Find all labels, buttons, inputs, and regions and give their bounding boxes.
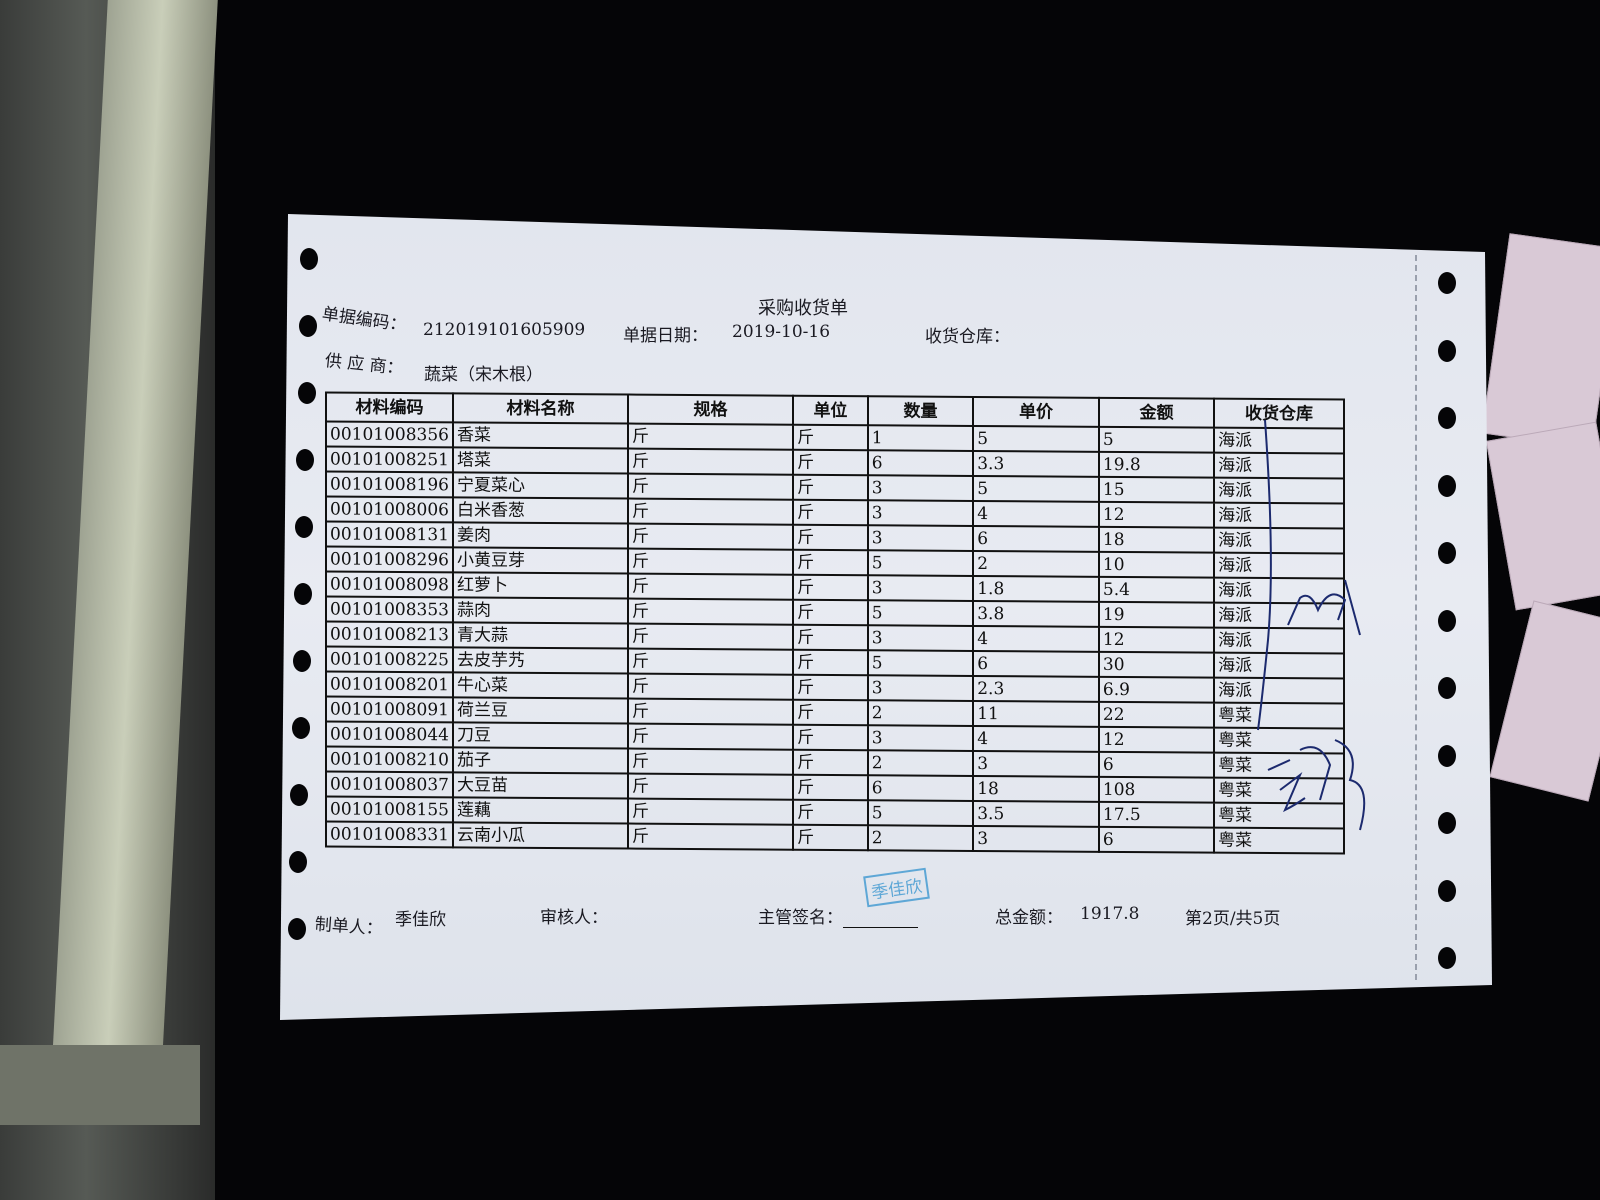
- page-indicator: 第2页/共5页: [1185, 909, 1281, 929]
- feed-hole: [295, 516, 314, 538]
- perforation-line: [1415, 255, 1417, 980]
- doc-no: 212019101605909: [423, 320, 586, 340]
- total-label: 总金额：: [995, 908, 1063, 928]
- supervisor-signature: 主管签名：: [758, 903, 918, 928]
- date: 2019-10-16: [732, 322, 831, 342]
- feed-hole: [1438, 272, 1456, 294]
- feed-hole: [288, 918, 306, 940]
- supplier: 蔬菜（宋木根）: [424, 365, 543, 385]
- signature-line: [843, 911, 918, 928]
- printer-base: [0, 1045, 200, 1125]
- feed-hole: [291, 717, 310, 739]
- supervisor-label: 主管签名：: [758, 908, 843, 928]
- feed-hole: [298, 315, 317, 337]
- feed-hole: [290, 784, 309, 806]
- feed-hole: [1438, 407, 1456, 429]
- feed-hole: [297, 382, 316, 404]
- warehouse-label: 收货仓库：: [925, 327, 1010, 347]
- feed-hole: [296, 449, 315, 471]
- total-amount: 1917.8: [1080, 904, 1140, 924]
- feed-hole: [1438, 812, 1456, 834]
- feed-hole: [1438, 677, 1456, 699]
- feed-hole: [289, 851, 308, 873]
- reviewer-label: 审核人：: [540, 908, 608, 928]
- maker: 季佳欣: [395, 910, 446, 930]
- feed-hole: [1438, 609, 1456, 632]
- feed-hole: [294, 583, 312, 605]
- feed-hole: [1438, 744, 1456, 767]
- feed-hole: [300, 248, 318, 270]
- date-label: 单据日期：: [623, 326, 708, 346]
- feed-hole: [1438, 339, 1456, 362]
- feed-hole: [1438, 947, 1456, 969]
- feed-hole: [1438, 474, 1456, 497]
- document-title: 采购收货单: [758, 298, 848, 319]
- feed-hole: [292, 650, 311, 672]
- feed-hole: [1438, 542, 1456, 564]
- feed-hole: [1438, 879, 1456, 902]
